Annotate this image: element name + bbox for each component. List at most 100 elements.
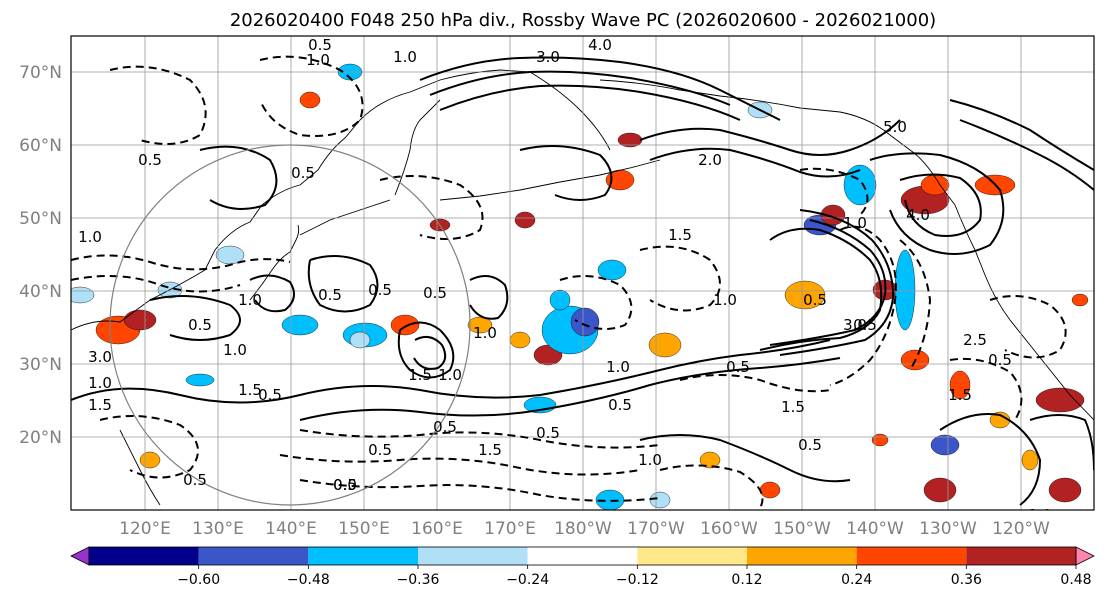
- lat-label: 50°N: [19, 209, 62, 229]
- contour-dashed: [799, 167, 869, 216]
- colorbar-tick-label: −0.60: [177, 572, 220, 588]
- divergence-patch: [71, 286, 95, 304]
- contour-label: 1.5: [781, 398, 805, 416]
- contour-label: 1.5: [88, 396, 112, 414]
- contour-label: 1.0: [843, 214, 867, 232]
- contour-label: 1.5: [948, 386, 972, 404]
- contour-label: 0.5: [608, 396, 632, 414]
- coast-philippines: [119, 429, 161, 506]
- contour-label: 4.0: [906, 206, 930, 224]
- divergence-patch: [514, 211, 536, 229]
- contour-solid: [149, 295, 241, 341]
- contour-solid: [429, 70, 731, 106]
- contour-solid: [413, 335, 447, 370]
- contour-solid: [419, 56, 781, 121]
- longitude-labels: 120°E 130°E 140°E 150°E 160°E 170°E 180°W 170°W…: [119, 519, 1050, 539]
- contour-dashed: [679, 374, 831, 393]
- contour-label: 1.5: [668, 226, 692, 244]
- contour-dashed: [949, 357, 1023, 421]
- contour-label: 4.0: [588, 36, 612, 54]
- contour-label: 0.5: [258, 386, 282, 404]
- contour-solid: [639, 434, 851, 483]
- contour-label: 0.5: [798, 436, 822, 454]
- colorbar-tick-label: −0.12: [616, 572, 659, 588]
- divergence-patch: [784, 280, 826, 310]
- contour-dashed: [829, 225, 897, 386]
- contour-solid: [649, 147, 861, 178]
- coast-japan: [249, 224, 300, 301]
- contour-lines: [71, 55, 1094, 509]
- divergence-patch: [597, 259, 627, 281]
- colorbar-tick-label: −0.48: [287, 572, 330, 588]
- divergence-patch: [894, 249, 916, 331]
- coast-aleutians: [439, 159, 661, 201]
- lon-label: 130°W: [919, 519, 977, 539]
- coast-alaska: [599, 79, 956, 206]
- colorbar-swatch: [856, 547, 967, 565]
- divergence-patch: [509, 331, 531, 349]
- contour-label: 0.5: [183, 471, 207, 489]
- lat-label: 40°N: [19, 282, 62, 302]
- contour-solid: [299, 357, 841, 421]
- contour-dashed: [659, 464, 764, 509]
- contour-label: 0.5: [536, 424, 560, 442]
- contour-label: 0.5: [308, 36, 332, 54]
- contour-label: 1.5: [478, 441, 502, 459]
- lon-label: 140°E: [265, 519, 317, 539]
- contour-label: 0.5: [368, 281, 392, 299]
- lon-label: 120°W: [992, 519, 1050, 539]
- contour-label: 0.5: [318, 286, 342, 304]
- contour-label: 0.5: [853, 316, 877, 334]
- colorbar-tick-label: −0.24: [506, 572, 549, 588]
- divergence-patch: [390, 314, 420, 336]
- contour-label: 1.0: [393, 48, 417, 66]
- contour-dashed: [299, 479, 661, 502]
- coast-asia: [71, 69, 531, 331]
- contour-label: 3.0: [843, 316, 867, 334]
- lat-label: 60°N: [19, 136, 62, 156]
- contour-solid: [397, 321, 455, 379]
- contour-label: 0.5: [333, 476, 357, 494]
- colorbar-tick-label: 0.36: [951, 572, 982, 588]
- colorbar-swatch: [308, 547, 418, 565]
- contour-label: 1.0: [223, 341, 247, 359]
- colorbar-frame: [88, 546, 1077, 566]
- lon-label: 150°E: [338, 519, 390, 539]
- contour-label: 1.0: [638, 451, 662, 469]
- colorbar-swatch: [89, 547, 199, 565]
- contour-label: 0.5: [423, 284, 447, 302]
- divergence-patch: [467, 316, 493, 334]
- divergence-patch: [1071, 293, 1089, 307]
- colorbar-extend-high: [1075, 546, 1095, 566]
- contour-label: 1.0: [238, 291, 262, 309]
- contour-label: 1.5: [238, 381, 262, 399]
- lon-label: 160°E: [411, 519, 463, 539]
- colorbar-swatch: [198, 547, 309, 565]
- contour-solid: [307, 255, 379, 313]
- contour-dashed: [559, 275, 633, 330]
- divergence-patch: [648, 332, 682, 358]
- divergence-patch: [123, 309, 157, 331]
- contour-label: 0.5: [726, 358, 750, 376]
- divergence-patch: [139, 451, 161, 469]
- lat-label: 70°N: [19, 63, 62, 83]
- contour-solid: [939, 413, 1042, 506]
- contour-dashed: [71, 254, 291, 271]
- divergence-patch: [871, 433, 889, 447]
- lat-label: 30°N: [19, 355, 62, 375]
- colorbar-swatch: [747, 547, 857, 565]
- lon-label: 180°W: [554, 519, 612, 539]
- contour-solid: [249, 274, 295, 313]
- contour-label: 2.5: [963, 331, 987, 349]
- lon-label: 170°E: [484, 519, 536, 539]
- colorbar-tick-label: 0.12: [731, 572, 762, 588]
- contour-label: 0.5: [291, 164, 315, 182]
- contour-solid: [639, 119, 901, 156]
- divergence-patch: [1048, 477, 1082, 503]
- contour-label: 0.5: [138, 151, 162, 169]
- divergence-patch: [185, 373, 215, 387]
- contour-label: 3.0: [536, 48, 560, 66]
- lon-label: 130°E: [192, 519, 244, 539]
- reference-circle: [109, 144, 471, 506]
